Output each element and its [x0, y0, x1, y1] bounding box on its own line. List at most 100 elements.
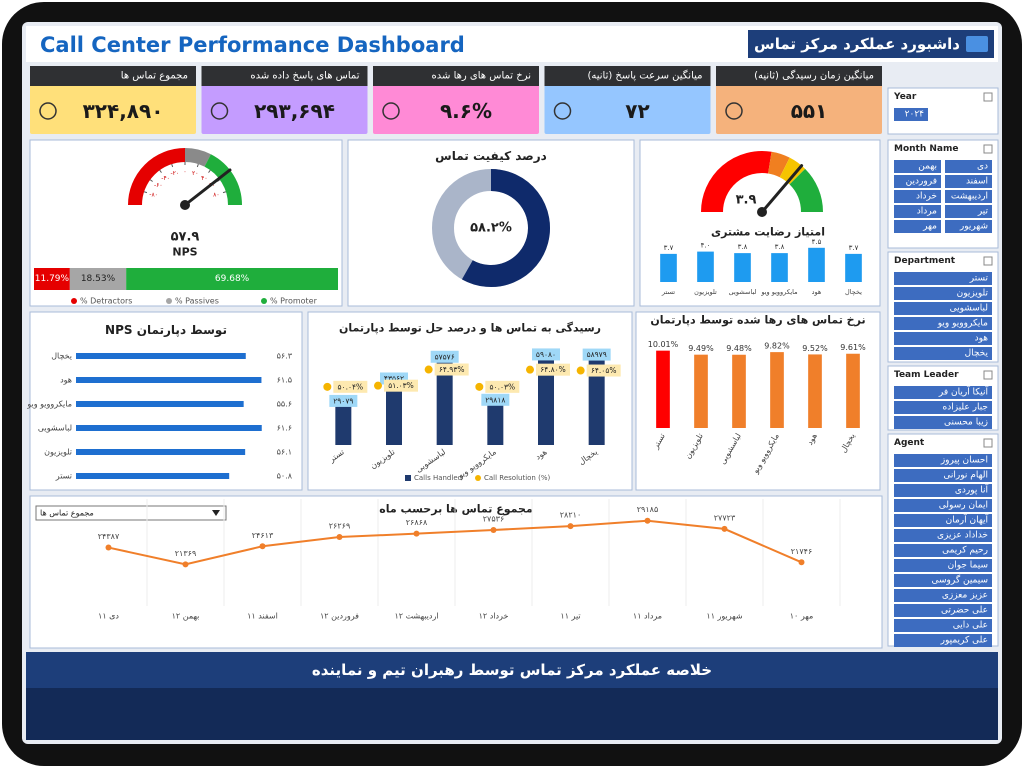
slicer-item[interactable] — [894, 454, 992, 467]
slicer-item-label[interactable]: تلویزیون — [957, 289, 989, 299]
slicer-item[interactable] — [894, 484, 992, 497]
slicer-item[interactable] — [894, 332, 992, 345]
slicer-item-label[interactable]: تستر — [969, 274, 989, 284]
slicer-item[interactable] — [945, 190, 992, 203]
bar — [697, 251, 714, 282]
slicer-item[interactable] — [894, 347, 992, 360]
slicer-item-label[interactable]: شهریور — [959, 222, 988, 232]
slicer-item[interactable] — [894, 416, 992, 429]
slicer-item-label[interactable]: مهر — [922, 222, 937, 232]
dropdown-label[interactable]: مجموع تماس ها — [40, 509, 94, 518]
line-point — [490, 526, 497, 533]
slicer-item[interactable] — [894, 604, 992, 617]
slicer-item-label[interactable]: تیر — [977, 207, 989, 217]
slicer-item[interactable] — [894, 272, 992, 285]
slicer-item-label[interactable]: آیهان آرمان — [946, 514, 989, 526]
slicer-item-label[interactable]: علی دایی — [953, 621, 988, 631]
slicer-item-label[interactable]: خداداد عزیزی — [937, 531, 988, 541]
value-label: ۲۴۳۸۷ — [98, 532, 120, 541]
slicer-item[interactable] — [894, 529, 992, 542]
footer-bar — [26, 652, 998, 688]
title-en: Call Center Performance Dashboard — [40, 33, 465, 57]
slicer-item-label[interactable]: هود — [975, 334, 989, 344]
label-box — [532, 348, 560, 361]
slicer-item-label[interactable]: ۲۰۲۴ — [905, 110, 925, 120]
slicer-item[interactable] — [945, 205, 992, 218]
slicer-item[interactable] — [894, 108, 928, 121]
slicer-item-label[interactable]: ایمان رسولی — [939, 501, 988, 511]
slicer-item[interactable] — [894, 574, 992, 587]
slicer-item-label[interactable]: سیما جوان — [948, 561, 988, 571]
slicer-item[interactable] — [945, 220, 992, 233]
bar — [538, 353, 554, 445]
slicer-item[interactable] — [894, 634, 992, 647]
gauge-tick-label: -۸۰ — [149, 191, 158, 198]
value-label: ۵۸۹۷۹ — [587, 350, 607, 359]
slicer-item[interactable] — [894, 619, 992, 632]
kpi-value: ۲۹۳,۶۹۴ — [254, 99, 335, 123]
slicer-item[interactable] — [894, 190, 941, 203]
slicer-item-label[interactable]: سیمین گروسی — [931, 574, 988, 586]
slicer-item[interactable] — [894, 544, 992, 557]
slicer-item[interactable] — [894, 401, 992, 414]
gauge-tick-label: ۸۰ — [213, 191, 219, 198]
slicer-item-label[interactable]: خرداد — [916, 192, 937, 202]
line-point — [105, 544, 112, 551]
slicer-item[interactable] — [894, 514, 992, 527]
slicer-item[interactable] — [894, 160, 941, 173]
gauge-tick-label: ۰ — [183, 169, 186, 176]
value-label: ۳.۸ — [738, 243, 748, 251]
gauge-tick-label: ۴۰ — [201, 175, 207, 182]
slicer-item-label[interactable]: احسان پیروز — [940, 456, 988, 466]
slicer-item-label[interactable]: زیبا محسنی — [944, 418, 988, 428]
slicer-item[interactable] — [894, 589, 992, 602]
slicer-item-label[interactable]: علی کریمپور — [940, 636, 988, 646]
slicer-item[interactable] — [894, 205, 941, 218]
slicer-item-label[interactable]: آنا پوردی — [955, 484, 989, 496]
slicer-item[interactable] — [945, 175, 992, 188]
slicer-item-label[interactable]: مایکروویو ویو — [937, 319, 988, 329]
dropdown[interactable] — [35, 505, 227, 521]
slicer-item-label[interactable]: آنیکا آریان فر — [938, 386, 989, 398]
slicer-item[interactable] — [945, 160, 992, 173]
slicer-item-label[interactable]: فروردین — [906, 177, 937, 187]
x-tick-label: ۱۱ اسفند — [247, 612, 278, 621]
kpi-label: مجموع تماس ها — [121, 71, 188, 82]
slicer-item-label[interactable]: یخچال — [965, 349, 989, 359]
slicer-item-label[interactable]: عزیز معززی — [942, 591, 988, 601]
gauge-value: ۵۷.۹ — [171, 230, 200, 245]
gauge-band — [204, 154, 242, 206]
slicer-item-label[interactable]: مرداد — [917, 207, 937, 217]
slicer-item-label[interactable]: بهمن — [918, 162, 937, 172]
slicer-item[interactable] — [894, 302, 992, 315]
segment-label: 69.68% — [215, 274, 250, 284]
value-label: ۵۹۰۸۰ — [536, 350, 556, 359]
footer-base — [26, 688, 998, 740]
slicer-item[interactable] — [894, 220, 941, 233]
kpi-header — [716, 66, 882, 86]
slicer-item-label[interactable]: دی — [977, 162, 988, 172]
slicer-item[interactable] — [894, 386, 992, 399]
value-label: ۳.۷ — [849, 244, 859, 252]
slicer-item-label[interactable]: الهام نورانی — [943, 471, 988, 481]
panel — [307, 311, 633, 491]
bar — [76, 449, 246, 455]
donut-value: ۵۸.۲% — [470, 221, 512, 236]
slicer-item-label[interactable]: رحیم کریمی — [942, 546, 988, 556]
slicer-item[interactable] — [894, 287, 992, 300]
slicer-item-label[interactable]: جبار علیزاده — [943, 403, 988, 413]
segment-label: 18.53% — [81, 274, 116, 284]
slicer-item[interactable] — [894, 469, 992, 482]
slicer-item-label[interactable]: لباسشویی — [950, 304, 988, 314]
value-label: ۲۶۸۶۸ — [406, 518, 428, 527]
slicer-item-label[interactable]: علی حضرتی — [941, 606, 988, 616]
slicer-item[interactable] — [894, 559, 992, 572]
slicer-item[interactable] — [894, 175, 941, 188]
slicer-item[interactable] — [894, 499, 992, 512]
slicer-item-label[interactable]: اسفند — [966, 177, 988, 187]
legend-label: % Promoter — [270, 297, 318, 306]
slicer-item[interactable] — [894, 317, 992, 330]
slicer-item-label[interactable]: اردیبهشت — [951, 192, 988, 202]
bar — [76, 425, 262, 431]
